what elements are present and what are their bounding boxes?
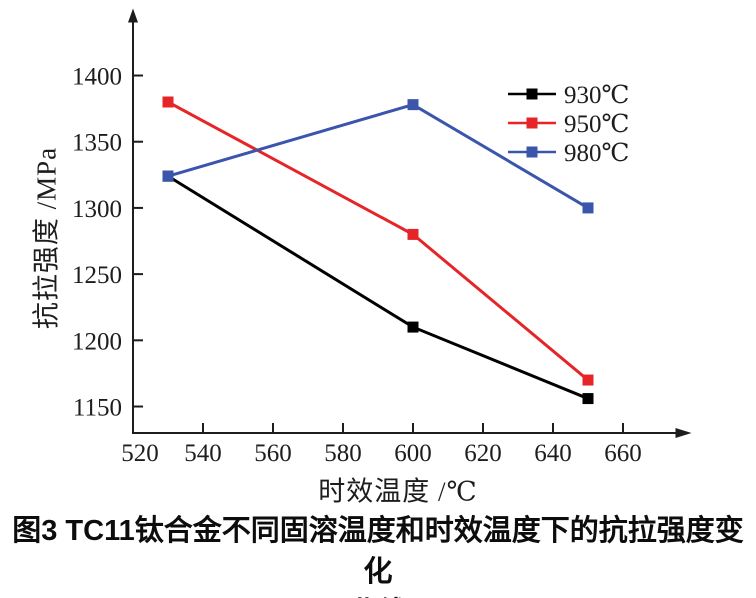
x-tick-label: 660 (604, 440, 642, 467)
x-tick-label: 640 (534, 440, 572, 467)
series-marker-930℃ (582, 393, 594, 405)
caption-line-1: 图3 TC11钛合金不同固溶温度和时效温度下的抗拉强度变化 (12, 515, 744, 588)
series-marker-980℃ (162, 170, 174, 182)
y-tick-label: 1350 (72, 130, 122, 157)
x-tick-label: 560 (254, 440, 292, 467)
legend-marker-930℃ (526, 88, 538, 100)
x-tick-label: 580 (324, 440, 362, 467)
y-tick-label: 1150 (73, 395, 122, 422)
caption-line-2: 曲线 (0, 593, 756, 598)
legend-marker-980℃ (526, 146, 538, 158)
x-axis-label: 时效温度 /℃ (318, 476, 478, 507)
x-axis-arrow (675, 428, 692, 438)
series-marker-950℃ (407, 228, 419, 240)
x-tick-label: 600 (394, 440, 432, 467)
series-marker-930℃ (407, 321, 419, 333)
y-axis-arrow (128, 8, 138, 23)
series-line-930℃ (167, 174, 589, 400)
series-marker-980℃ (582, 202, 594, 214)
legend-marker-950℃ (526, 117, 538, 129)
line-chart: 1150 1200 1250 1300 1350 1400 520 540 560 580 600 6… (72, 8, 692, 467)
y-tick-label: 1200 (72, 328, 122, 355)
series-marker-950℃ (582, 374, 594, 386)
y-axis-label: 抗拉强度 /MPa (31, 146, 62, 330)
x-tick-label: 540 (184, 440, 222, 467)
legend-label-950℃: 950℃ (564, 111, 629, 138)
x-tick-label: 520 (121, 440, 159, 467)
chart-area: 1150 1200 1250 1300 1350 1400 520 540 560 580 600 6… (31, 8, 692, 507)
y-tick-label: 1400 (72, 64, 122, 91)
legend-label-980℃: 980℃ (564, 140, 629, 167)
figure-caption: 图3 TC11钛合金不同固溶温度和时效温度下的抗拉强度变化 曲线 (0, 511, 756, 598)
series-line-980℃ (167, 103, 589, 210)
y-tick-label: 1300 (72, 196, 122, 223)
y-tick-label: 1250 (72, 262, 122, 289)
series-marker-980℃ (407, 99, 419, 111)
series-line-950℃ (167, 100, 589, 382)
legend-label-930℃: 930℃ (564, 82, 629, 109)
series-marker-950℃ (162, 96, 174, 108)
x-tick-label: 620 (464, 440, 502, 467)
